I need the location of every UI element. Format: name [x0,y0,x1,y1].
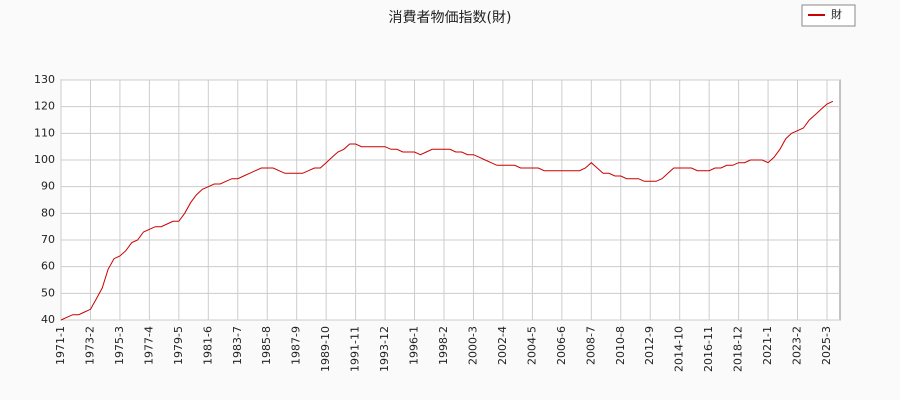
x-tick-label: 2002-4 [496,326,509,365]
y-tick-label: 50 [41,286,55,299]
x-tick-label: 2018-12 [732,326,745,372]
legend-label: 財 [831,7,842,21]
x-tick-label: 1989-10 [319,326,332,372]
chart-title: 消費者物価指数(財) [389,10,512,26]
y-tick-label: 40 [41,313,55,326]
x-tick-label: 1993-12 [378,326,391,372]
x-tick-label: 2016-11 [702,326,715,372]
x-tick-label: 1981-6 [201,326,214,365]
y-tick-label: 60 [41,260,55,273]
x-tick-label: 2006-6 [555,326,568,365]
x-tick-label: 1983-7 [231,326,244,365]
x-tick-label: 1987-9 [290,326,303,365]
x-tick-label: 1979-5 [172,326,185,365]
x-tick-label: 2014-10 [673,326,686,372]
x-tick-label: 2025-3 [820,326,833,365]
x-tick-label: 2021-1 [761,326,774,365]
x-tick-label: 2008-7 [584,326,597,365]
x-tick-label: 2012-9 [643,326,656,365]
x-tick-label: 1975-3 [113,326,126,365]
y-tick-label: 90 [41,180,55,193]
x-tick-label: 2004-5 [525,326,538,365]
x-tick-label: 2010-8 [614,326,627,365]
y-tick-label: 120 [34,100,55,113]
line [60,100,834,321]
legend [801,4,856,27]
y-tick-label: 100 [34,153,55,166]
y-tick-label: 130 [34,73,55,86]
x-tick-label: 1998-2 [437,326,450,365]
x-tick-label: 2000-3 [466,326,479,365]
x-tick-label: 1973-2 [83,326,96,365]
y-tick-label: 110 [34,126,55,139]
x-tick-label: 1991-11 [349,326,362,372]
x-tick-label: 1985-8 [260,326,273,365]
x-tick-label: 1977-4 [142,326,155,365]
plot-area [60,79,841,321]
x-tick-label: 2023-2 [791,326,804,365]
x-tick-label: 1971-1 [54,326,67,365]
x-tick-label: 1996-1 [408,326,421,365]
y-tick-label: 70 [41,233,55,246]
y-tick-label: 80 [41,206,55,219]
